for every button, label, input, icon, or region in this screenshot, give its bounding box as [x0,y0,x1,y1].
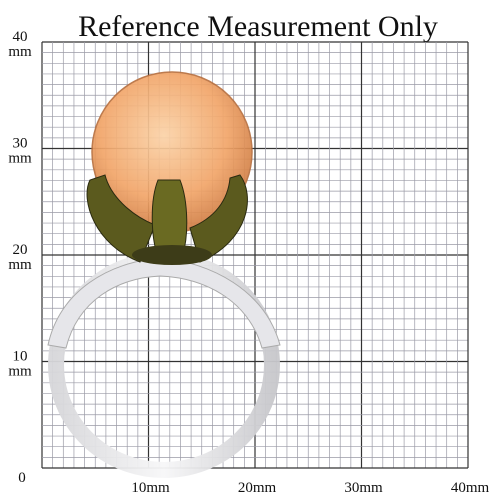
x-label: 30mm [344,480,383,496]
title: Reference Measurement Only [78,10,438,43]
x-label: 10mm [131,480,170,496]
y-label-unit: mm [8,44,32,60]
origin-label: 0 [18,470,26,486]
y-label-number: 20 [13,242,28,258]
y-label-unit: mm [8,257,32,273]
x-label: 20mm [238,480,277,496]
y-label-unit: mm [8,151,32,167]
y-label-number: 10 [13,349,28,365]
y-label-number: 40 [13,29,28,45]
y-label-unit: mm [8,364,32,380]
x-label: 40mm [451,480,490,496]
grid [41,41,469,469]
y-label-number: 30 [13,136,28,152]
ring-photo [47,71,281,478]
